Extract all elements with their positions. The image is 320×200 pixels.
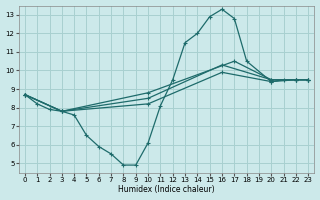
X-axis label: Humidex (Indice chaleur): Humidex (Indice chaleur): [118, 185, 215, 194]
